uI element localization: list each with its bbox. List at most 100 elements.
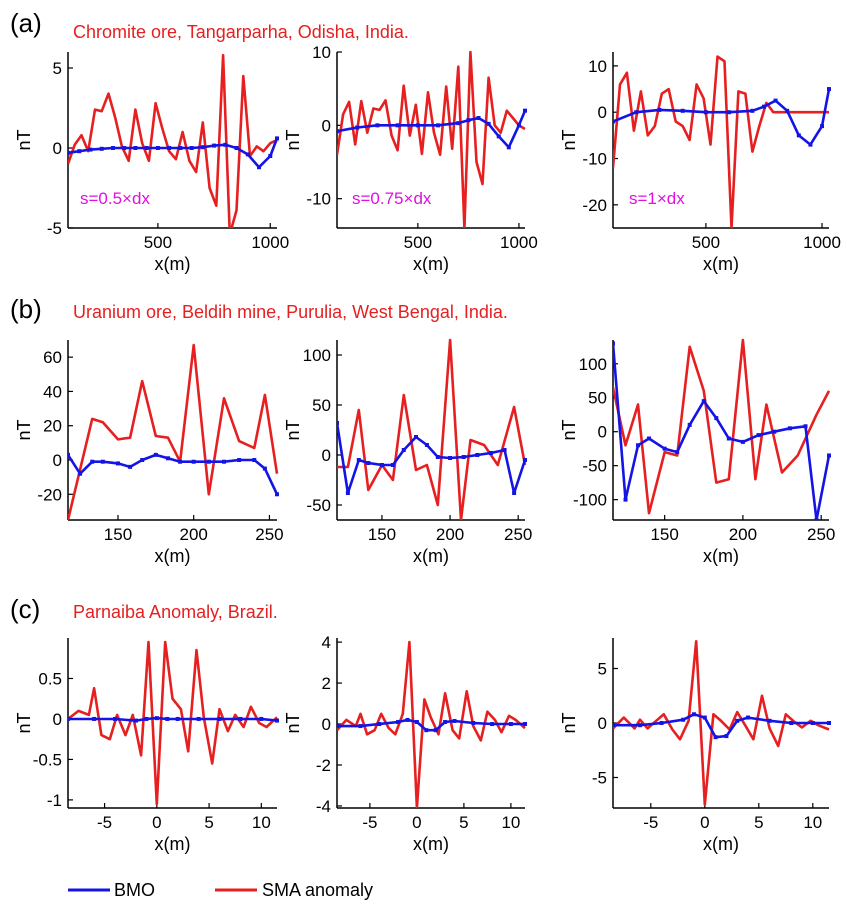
bmo-data-point [337, 724, 339, 729]
x-axis-label: x(m) [155, 546, 191, 566]
y-tick-label: 40 [43, 382, 62, 401]
bmo-data-point [238, 716, 243, 721]
x-axis-label: x(m) [155, 254, 191, 274]
bmo-data-point [750, 108, 755, 113]
bmo-data-point [466, 118, 471, 123]
bmo-data-point [110, 146, 115, 150]
sma-series-line [68, 640, 278, 806]
x-tick-label: -5 [97, 813, 112, 832]
y-tick-label: 5 [53, 59, 62, 78]
x-tick-label: 200 [729, 525, 757, 544]
chart-panel: -20 0 20 40 60 150 200 250 x(m) nT [14, 340, 284, 566]
x-axis-label: x(m) [155, 834, 191, 854]
bmo-data-point [337, 129, 339, 134]
bmo-data-point [189, 146, 194, 150]
y-tick-label: -5 [47, 219, 62, 238]
y-tick-label: 0.5 [38, 669, 62, 688]
row-b-label: (b) [10, 294, 42, 324]
bmo-data-point [395, 123, 400, 128]
legend-sma-label: SMA anomaly [262, 880, 373, 900]
bmo-data-point [221, 459, 226, 464]
bmo-data-point [452, 718, 457, 723]
row-a-title: Chromite ore, Tangarparha, Odisha, India… [73, 22, 409, 42]
bmo-data-point [735, 718, 740, 723]
x-axis-label: x(m) [703, 546, 739, 566]
bmo-data-point [415, 123, 420, 128]
bmo-data-point [366, 461, 371, 465]
sma-series-line [337, 640, 526, 808]
sma-series-line [337, 50, 526, 228]
bmo-data-point [433, 728, 438, 733]
y-tick-label: -0.5 [33, 750, 62, 769]
bmo-data-point [122, 146, 127, 150]
bmo-data-point [634, 110, 639, 115]
bmo-data-point [155, 146, 160, 150]
bmo-data-point [358, 724, 363, 729]
bmo-data-point [345, 491, 350, 495]
bmo-data-point [638, 723, 642, 728]
bmo-data-point [133, 146, 138, 150]
bmo-data-point [623, 497, 628, 502]
bmo-series-line [68, 716, 278, 722]
bmo-data-point [796, 133, 801, 138]
spacing-annotation: s=0.75×dx [352, 189, 432, 208]
x-tick-label: 1000 [803, 233, 841, 252]
sma-series-line [613, 338, 831, 515]
bmo-data-point [810, 721, 815, 725]
bmo-data-point [234, 146, 239, 150]
bmo-data-point [257, 165, 262, 170]
bmo-data-point [375, 123, 380, 128]
chart-panel: -1 -0.5 0 0.5 -5 0 5 10 x(m) nT [14, 638, 279, 854]
bmo-data-point [435, 455, 440, 459]
bmo-data-point [476, 116, 481, 120]
x-axis-label: x(m) [703, 254, 739, 274]
x-tick-label: 5 [754, 813, 763, 832]
bmo-data-point [488, 451, 493, 455]
bmo-data-point [657, 107, 662, 112]
x-axis-label: x(m) [703, 834, 739, 854]
bmo-data-point [424, 728, 429, 733]
y-tick-label: 2 [322, 674, 331, 693]
row-b-title: Uranium ore, Beldih mine, Purulia, West … [73, 302, 508, 322]
x-tick-label: -5 [362, 813, 377, 832]
y-tick-label: 100 [303, 346, 331, 365]
bmo-data-point [153, 452, 158, 457]
bmo-data-point [78, 471, 83, 476]
bmo-data-point [245, 152, 250, 157]
row-c-title: Parnaiba Anomaly, Brazil. [73, 602, 278, 622]
bmo-data-point [414, 435, 419, 439]
bmo-data-point [144, 146, 149, 150]
bmo-data-point [144, 716, 149, 721]
bmo-data-point [237, 458, 242, 462]
bmo-data-point [99, 146, 104, 151]
bmo-data-point [636, 443, 641, 448]
x-axis-label: x(m) [413, 254, 449, 274]
sma-series-line [613, 639, 830, 807]
y-axis-label: nT [283, 419, 303, 440]
y-tick-label: -1 [47, 791, 62, 810]
bmo-data-point [175, 716, 180, 721]
y-tick-label: 0 [53, 451, 62, 470]
y-tick-label: 0 [53, 139, 62, 158]
bmo-data-point [436, 123, 441, 128]
x-tick-label: 5 [459, 813, 468, 832]
bmo-data-point [675, 450, 680, 455]
bmo-data-point [133, 718, 138, 723]
bmo-data-point [496, 134, 501, 139]
bmo-data-point [90, 459, 95, 464]
y-tick-label: -10 [306, 190, 331, 209]
x-tick-label: 150 [368, 525, 396, 544]
x-tick-label: 500 [404, 233, 432, 252]
bmo-data-point [702, 715, 707, 720]
row-a-label: (a) [10, 8, 42, 38]
x-tick-label: 500 [692, 233, 720, 252]
bmo-data-point [773, 98, 778, 103]
bmo-data-point [268, 154, 273, 158]
bmo-data-point [490, 722, 495, 727]
legend-bmo-label: BMO [114, 880, 155, 900]
chart-panel: -5 0 5 500 1000 x(m) nT s=0.5×dx [14, 52, 289, 274]
x-tick-label: 10 [803, 813, 822, 832]
bmo-data-point [613, 341, 615, 346]
y-tick-label: 5 [598, 660, 607, 679]
